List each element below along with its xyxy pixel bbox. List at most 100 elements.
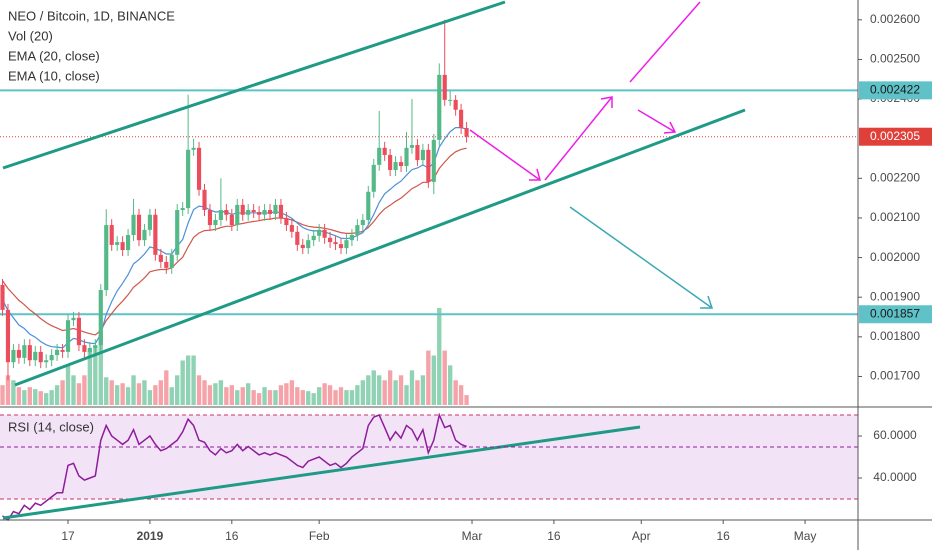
candle-body: [328, 237, 333, 243]
candle-body: [453, 99, 458, 110]
rsi-title: RSI (14, close): [8, 419, 94, 434]
candle-body: [262, 210, 267, 215]
volume-bar: [338, 387, 344, 405]
candle-body: [136, 214, 142, 241]
arrow: [469, 129, 541, 181]
volume-bar: [202, 380, 207, 405]
volume-bar: [437, 308, 442, 405]
y-tick-label: 40.0000: [873, 470, 917, 484]
volume-bar: [289, 380, 295, 405]
volume-bar: [22, 390, 27, 405]
volume-bar: [256, 393, 262, 405]
volume-bar: [240, 387, 245, 405]
y-tick-label: 0.002100: [870, 210, 920, 224]
volume-bar: [311, 393, 316, 405]
volume-bar: [207, 385, 213, 405]
candle-body: [109, 225, 114, 245]
volume-bar: [109, 380, 114, 405]
volume-bar: [327, 385, 333, 405]
volume-bar: [278, 385, 284, 405]
volume-bar: [65, 365, 71, 405]
y-tick-label: 0.002500: [870, 52, 920, 66]
volume-bar: [267, 390, 273, 405]
volume-bar: [169, 387, 174, 405]
volume-bar: [213, 383, 218, 405]
volume-bar: [284, 383, 289, 405]
volume-bar: [377, 375, 382, 405]
candle-body: [82, 345, 87, 352]
volume-bar: [398, 375, 404, 405]
candle-body: [344, 240, 349, 249]
candle-body: [393, 162, 398, 171]
candle-body: [404, 147, 409, 167]
legend-entry: EMA (10, close): [8, 68, 100, 83]
volume-bar: [426, 350, 431, 405]
volume-bar: [136, 383, 142, 405]
x-tick-label: 2019: [137, 529, 164, 543]
volume-bar: [54, 385, 60, 405]
volume-bar: [27, 387, 32, 405]
candle-body: [415, 145, 420, 161]
candle-body: [464, 127, 469, 137]
candle-body: [147, 214, 152, 230]
candle-body: [175, 210, 180, 255]
candle-body: [218, 210, 223, 220]
candle-body: [311, 235, 316, 241]
candle-body: [257, 212, 262, 215]
volume-bar: [442, 350, 447, 405]
volume-bar: [246, 383, 251, 405]
volume-bar: [158, 380, 164, 405]
arrow-head: [600, 96, 613, 108]
candle-body: [153, 214, 158, 255]
volume-bar: [98, 330, 103, 405]
candle-body: [120, 242, 125, 251]
candle-body: [55, 349, 60, 356]
trend-line: [2, 425, 641, 520]
trend-line: [2, 0, 506, 170]
candle-body: [164, 261, 169, 268]
volume-bar: [333, 390, 338, 405]
legend-entry: Vol (20): [8, 28, 53, 43]
line: [2, 412, 467, 522]
candle-body: [180, 208, 185, 211]
candle-body: [65, 320, 71, 352]
legend-entry: EMA (20, close): [8, 48, 100, 63]
volume-bar: [218, 380, 224, 405]
candle-body: [360, 219, 365, 226]
volume-bar: [180, 360, 185, 405]
candle-body: [426, 149, 431, 182]
candle-body: [115, 242, 120, 245]
candle-body: [289, 225, 294, 232]
volume-bar: [295, 387, 300, 405]
candle-body: [284, 217, 289, 226]
candle-body: [306, 240, 311, 249]
candle-body: [60, 349, 65, 352]
arrow-head: [663, 121, 677, 134]
volume-bar: [344, 390, 349, 405]
volume-bar: [125, 387, 131, 405]
arrow: [637, 109, 676, 133]
volume-bar: [33, 389, 38, 405]
volume-bar: [415, 380, 420, 405]
candle-body: [437, 74, 442, 140]
volume-bar: [273, 390, 278, 405]
candle-body: [442, 74, 447, 100]
candle-body: [11, 349, 16, 363]
volume-bar: [458, 385, 464, 405]
x-tick-label: 16: [716, 529, 730, 543]
last-price-box: [859, 127, 932, 146]
volume-bar: [60, 380, 65, 405]
candle-body: [202, 189, 207, 211]
volume-bar: [185, 355, 191, 405]
volume-bar: [316, 387, 322, 405]
candle-body: [16, 349, 21, 358]
volume-bar: [409, 370, 415, 405]
volume-bar: [71, 375, 76, 405]
candle-body: [366, 191, 371, 220]
candle-body: [76, 317, 82, 346]
candle-body: [27, 345, 32, 361]
candle-body: [98, 290, 103, 346]
candle-body: [251, 210, 256, 213]
volume-bar: [11, 380, 16, 405]
candle-body: [398, 162, 404, 167]
